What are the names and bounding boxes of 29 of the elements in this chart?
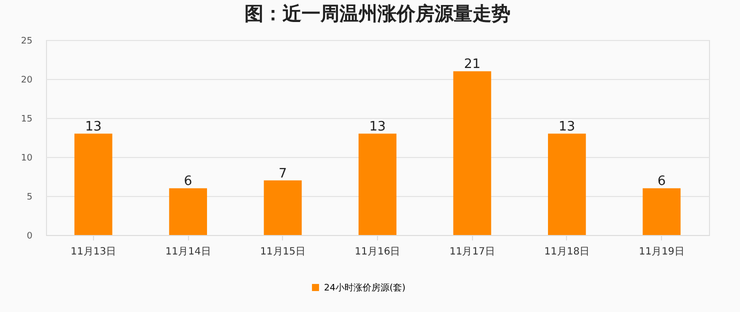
y-tick-label: 15 [21, 114, 32, 124]
data-label: 13 [558, 120, 576, 135]
data-label: 13 [369, 120, 386, 135]
bar [74, 134, 112, 235]
y-tick-label: 10 [21, 154, 33, 164]
chart-title: 图：近一周温州涨价房源量走势 [244, 3, 510, 25]
x-tick-label: 11月18日 [544, 246, 590, 258]
x-tick-label: 11月14日 [165, 246, 211, 258]
data-label: 6 [658, 174, 666, 190]
bar [548, 134, 586, 235]
x-tick-label: 11月17日 [449, 246, 495, 258]
bar [169, 188, 208, 235]
bar [358, 134, 396, 235]
y-tick-label: 0 [26, 232, 33, 242]
x-tick-label: 11月16日 [354, 246, 400, 258]
y-tick-label: 20 [21, 76, 33, 86]
bar [264, 180, 302, 235]
bar [642, 188, 681, 235]
x-tick-label: 11月15日 [260, 246, 306, 258]
bar [453, 71, 492, 235]
x-tick-label: 11月13日 [70, 246, 116, 258]
data-label: 6 [184, 174, 192, 190]
legend-label: 24小时涨价房源(套) [324, 282, 406, 294]
y-tick-label: 25 [21, 36, 32, 46]
data-label: 21 [464, 57, 480, 72]
data-label: 13 [85, 120, 102, 135]
x-tick-label: 11月19日 [638, 246, 684, 258]
data-label: 7 [278, 166, 287, 182]
y-tick-label: 5 [26, 192, 32, 202]
